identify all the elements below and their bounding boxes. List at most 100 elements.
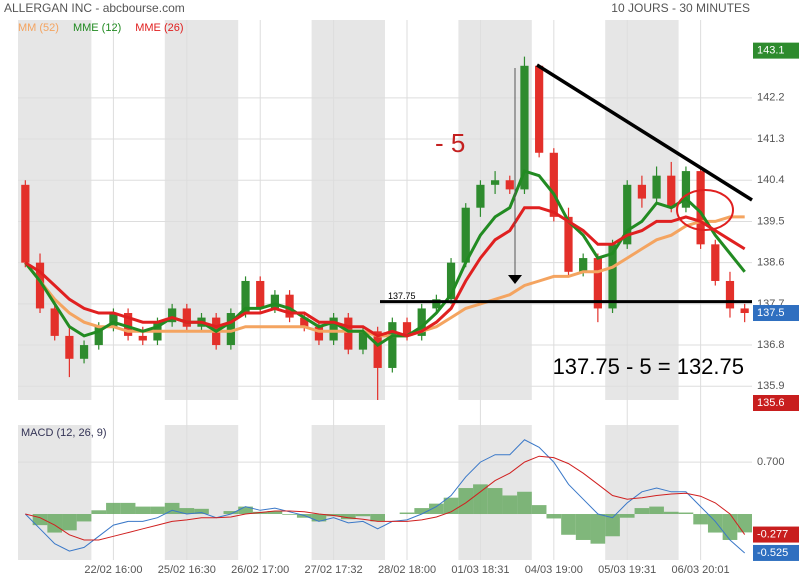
highlight-ellipse <box>676 189 734 231</box>
candle-body <box>579 258 588 272</box>
histogram-bar <box>531 505 547 515</box>
candle-body <box>123 313 133 336</box>
histogram-bar <box>32 514 48 526</box>
histogram-bar <box>473 484 488 515</box>
histogram-bar <box>194 508 209 515</box>
macd-title: MACD (12, 26, 9) <box>21 427 107 439</box>
candle-body <box>344 317 353 350</box>
day-band <box>164 425 239 560</box>
histogram-bar <box>355 514 371 517</box>
candle-body <box>535 65 544 153</box>
legend-entry: MME (12) <box>73 22 121 34</box>
histogram-bar <box>267 511 283 515</box>
candle-body <box>256 280 265 309</box>
candle-body <box>241 280 250 314</box>
legend-entry: MME (26) <box>135 22 183 34</box>
histogram-bar <box>62 514 77 531</box>
histogram-bar <box>458 488 474 515</box>
candle-body <box>168 308 177 323</box>
candle-body <box>182 308 191 327</box>
candle-body <box>388 322 397 368</box>
trend-line <box>536 63 753 202</box>
candle-body <box>549 152 558 217</box>
annotation: 137.75 - 5 = 132.75 <box>553 354 744 379</box>
value-tag <box>753 544 799 561</box>
macd-line <box>25 455 746 541</box>
candle-body <box>373 331 382 368</box>
candle-body <box>358 331 368 350</box>
candle-body <box>564 216 573 272</box>
histogram-bar <box>429 503 444 515</box>
candle-body <box>461 207 470 263</box>
histogram-bar <box>605 514 620 537</box>
candle-body <box>226 313 235 346</box>
histogram-bar <box>47 514 63 533</box>
histogram-bar <box>590 514 606 544</box>
candle-body <box>623 184 632 245</box>
histogram-bar <box>238 506 253 515</box>
candle-body <box>50 308 59 336</box>
histogram-bar <box>414 508 430 515</box>
histogram-bar <box>722 514 738 540</box>
candle-body <box>329 317 338 341</box>
y-tick-label: 139.5 <box>757 215 785 227</box>
histogram-bar <box>311 514 327 522</box>
ma-line <box>24 169 746 347</box>
histogram-bar <box>737 514 752 533</box>
histogram-bar <box>561 514 576 535</box>
candle-body <box>505 180 514 190</box>
value-tag-label: -0.277 <box>757 528 788 540</box>
y-tick-label: 140.4 <box>757 174 785 186</box>
candle-body <box>476 184 485 208</box>
histogram-bar <box>91 510 107 515</box>
candle-body <box>711 244 720 281</box>
histogram-bar <box>223 511 239 515</box>
value-tag-label: 135.6 <box>757 397 785 409</box>
value-tag-label: -0.525 <box>757 547 788 559</box>
histogram-bar <box>634 508 650 515</box>
period: 10 JOURS - 30 MINUTES <box>611 1 750 15</box>
x-tick-label: 26/02 17:00 <box>231 564 289 576</box>
candle-body <box>109 313 118 327</box>
y-tick-label: 141.3 <box>757 133 785 145</box>
candle-body <box>138 335 147 341</box>
candle-body <box>652 175 661 199</box>
histogram-bar <box>487 488 503 515</box>
histogram-bar <box>282 514 297 515</box>
support-label: 137.75 <box>388 291 416 301</box>
y-tick-label: 136.8 <box>757 339 785 351</box>
histogram-bar <box>76 514 92 522</box>
value-tag <box>753 42 799 59</box>
ma-line <box>24 206 746 338</box>
histogram-bar <box>502 495 518 515</box>
histogram-bar <box>663 511 679 515</box>
x-tick-label: 22/02 16:00 <box>84 564 142 576</box>
histogram-bar <box>619 514 635 518</box>
title: ALLERGAN INC - abcbourse.com <box>4 1 185 15</box>
candle-body <box>520 65 529 190</box>
x-tick-label: 06/03 20:01 <box>672 564 730 576</box>
candle-body <box>65 335 74 359</box>
candle-body <box>696 171 705 245</box>
candle-body <box>285 294 294 318</box>
y-tick-label: 142.2 <box>757 92 785 104</box>
candle-body <box>35 262 45 309</box>
arrow-head <box>508 275 522 284</box>
candle-body <box>490 180 500 185</box>
candle-body <box>681 171 691 208</box>
histogram-bar <box>678 512 694 515</box>
day-band <box>605 425 679 560</box>
candle-body <box>300 317 309 327</box>
value-tag <box>753 395 799 411</box>
histogram-bar <box>370 514 385 522</box>
candle-body <box>94 326 103 346</box>
y-tick-label: 135.9 <box>757 380 785 392</box>
histogram-bar <box>179 508 195 515</box>
x-tick-label: 04/03 19:00 <box>525 564 583 576</box>
candle-body <box>667 175 676 208</box>
candle-body <box>637 184 647 199</box>
x-tick-label: 28/02 18:00 <box>378 564 436 576</box>
histogram-bar <box>150 506 165 515</box>
